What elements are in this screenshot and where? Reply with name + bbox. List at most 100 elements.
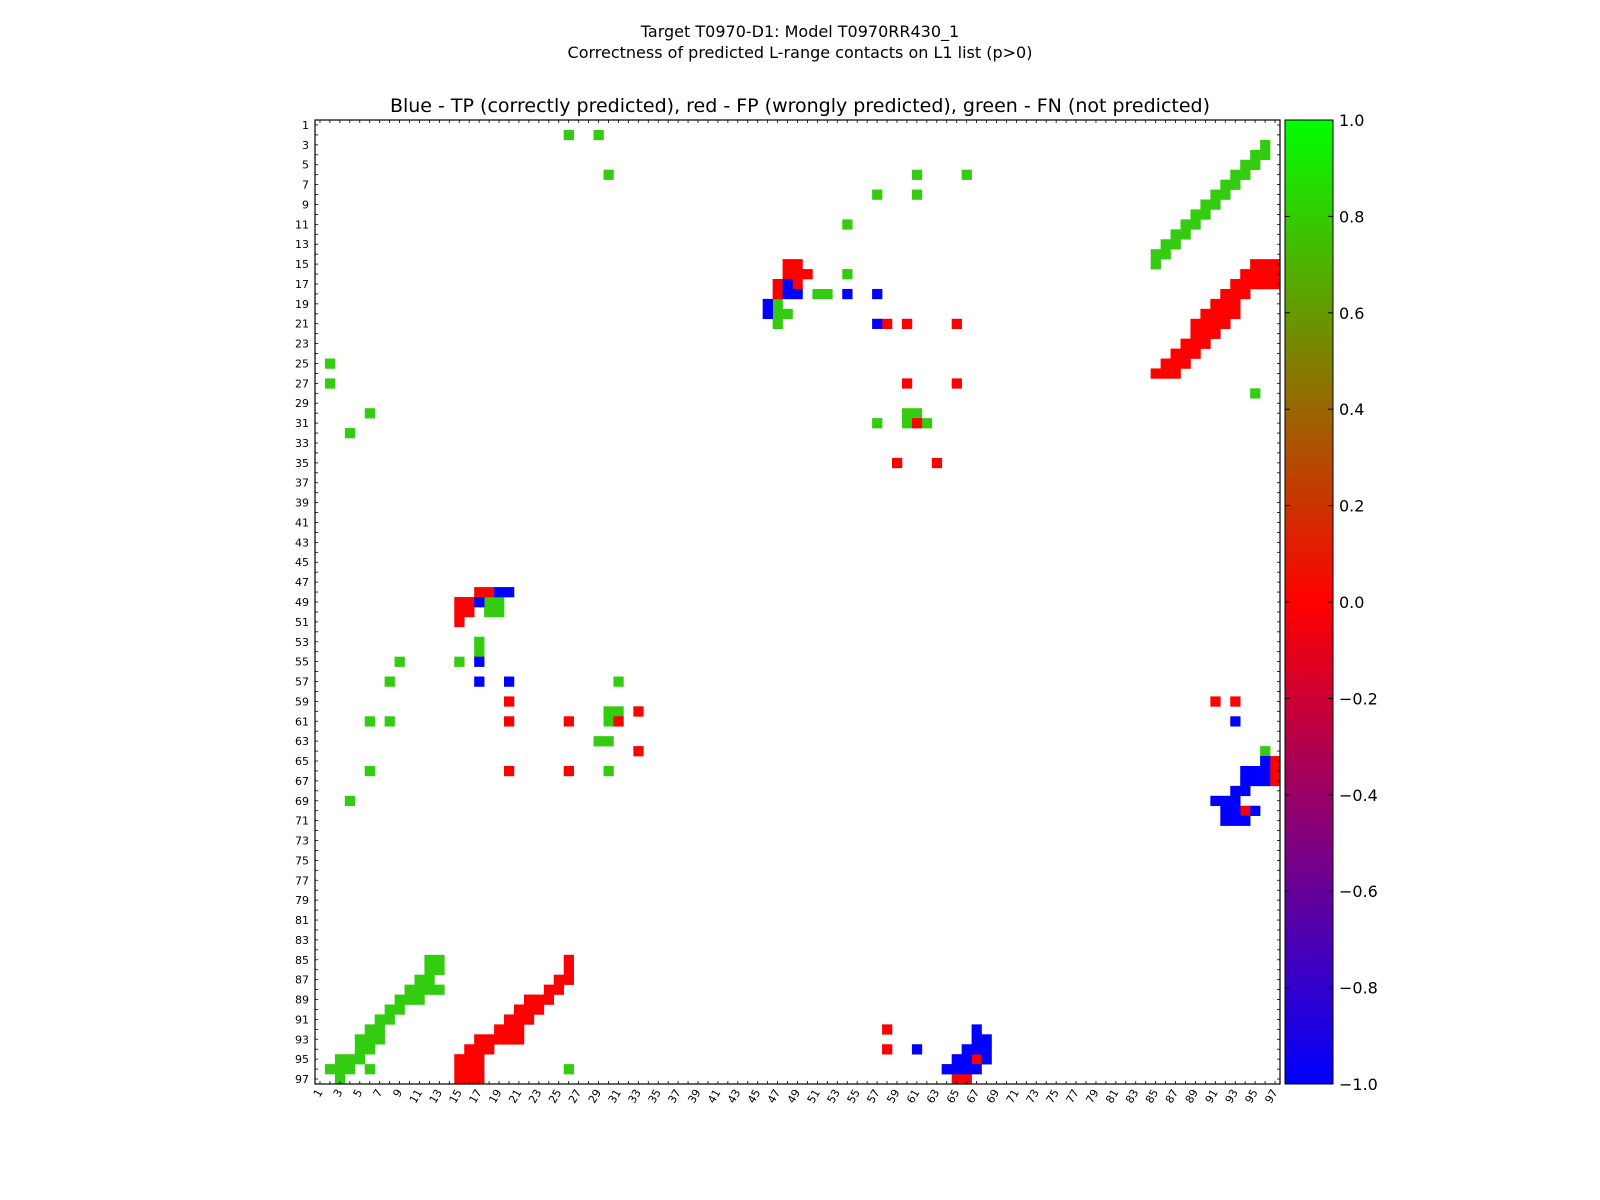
y-tick-label: 83 bbox=[295, 934, 309, 947]
fp-cell bbox=[1260, 279, 1271, 290]
y-tick-label: 7 bbox=[302, 179, 309, 192]
fp-cell bbox=[1220, 308, 1231, 320]
x-tick-label: 83 bbox=[1123, 1087, 1141, 1106]
y-tick-label: 93 bbox=[295, 1033, 309, 1046]
y-tick-label: 87 bbox=[295, 974, 309, 987]
tp-cell bbox=[842, 288, 853, 300]
fp-cell bbox=[1200, 328, 1211, 339]
x-tick-label: 49 bbox=[785, 1087, 803, 1106]
fn-cell bbox=[1260, 746, 1271, 757]
x-tick-label: 3 bbox=[331, 1087, 346, 1100]
fn-cell bbox=[474, 636, 485, 648]
fn-cell bbox=[1210, 199, 1221, 210]
fn-cell bbox=[434, 964, 445, 975]
fn-cell bbox=[434, 954, 445, 966]
fp-cell bbox=[464, 1044, 475, 1055]
fp-cell bbox=[553, 974, 565, 985]
fn-cell bbox=[772, 298, 783, 310]
tp-cell bbox=[1240, 765, 1251, 777]
x-tick-label: 5 bbox=[351, 1087, 366, 1100]
fn-cell bbox=[384, 716, 395, 727]
fp-cell bbox=[1220, 298, 1231, 310]
fp-cell bbox=[1180, 348, 1191, 359]
fn-cell bbox=[1220, 189, 1231, 200]
fn-cell bbox=[603, 706, 614, 717]
fn-cell bbox=[474, 646, 485, 657]
x-tick-label: 53 bbox=[825, 1087, 843, 1106]
x-tick-label: 73 bbox=[1024, 1087, 1042, 1106]
fn-cell bbox=[494, 606, 505, 618]
fn-cell bbox=[364, 1044, 375, 1055]
x-tick-label: 29 bbox=[586, 1087, 604, 1106]
fn-cell bbox=[961, 169, 972, 180]
tp-cell bbox=[1230, 716, 1241, 727]
colorbar-ticks: 1.0 0.8 0.6 0.4 0.2 0.0 −0.2 −0.4 −0.6 −0.8 −1.0 bbox=[1285, 111, 1378, 1094]
fn-cell bbox=[484, 606, 495, 618]
fn-cell bbox=[842, 219, 853, 230]
fn-cell bbox=[1250, 159, 1261, 170]
tp-cell bbox=[951, 1054, 962, 1065]
y-tick-label: 5 bbox=[302, 159, 309, 172]
y-tick-label: 73 bbox=[295, 835, 309, 848]
y-tick-label: 3 bbox=[302, 139, 309, 152]
y-tick-label: 59 bbox=[295, 695, 309, 708]
fn-cell bbox=[1260, 139, 1271, 151]
fp-cell bbox=[504, 765, 515, 777]
plot-title: Blue - TP (correctly predicted), red - F… bbox=[389, 95, 1211, 117]
x-tick-label: 97 bbox=[1262, 1087, 1280, 1106]
fp-cell bbox=[1200, 318, 1211, 329]
y-tick-label: 65 bbox=[295, 755, 309, 768]
fn-cell bbox=[384, 1004, 395, 1015]
y-tick-label: 29 bbox=[295, 397, 309, 410]
tp-cell bbox=[782, 288, 793, 300]
y-tick-label: 53 bbox=[295, 636, 309, 649]
fp-cell bbox=[1200, 338, 1211, 349]
fp-cell bbox=[533, 1004, 545, 1015]
fp-cell bbox=[1250, 259, 1261, 270]
fn-cell bbox=[1180, 229, 1191, 240]
fp-cell bbox=[513, 1034, 525, 1045]
fp-cell bbox=[513, 1014, 525, 1025]
x-tick-label: 1 bbox=[311, 1087, 326, 1100]
fn-cell bbox=[812, 288, 823, 300]
fn-cell bbox=[374, 1014, 385, 1025]
tp-cell bbox=[762, 298, 773, 310]
fp-cell bbox=[454, 616, 465, 628]
fn-cell bbox=[921, 418, 933, 429]
fn-cell bbox=[1160, 249, 1171, 260]
fp-cell bbox=[454, 1074, 465, 1085]
fp-cell bbox=[1260, 259, 1271, 270]
fp-cell bbox=[1270, 279, 1281, 290]
fn-cell bbox=[324, 378, 336, 389]
tp-cell bbox=[1240, 785, 1251, 797]
fn-cell bbox=[394, 1004, 405, 1015]
colorbar-tick-label: −0.6 bbox=[1339, 882, 1378, 901]
fp-cell bbox=[474, 1034, 485, 1045]
y-tick-label: 1 bbox=[302, 119, 309, 132]
fn-cell bbox=[324, 1064, 336, 1075]
fn-cell bbox=[484, 597, 495, 608]
colorbar-tick-label: −1.0 bbox=[1339, 1075, 1378, 1094]
fp-cell bbox=[533, 994, 545, 1005]
fn-cell bbox=[384, 676, 395, 687]
x-tick-label: 23 bbox=[526, 1087, 544, 1106]
fp-cell bbox=[1190, 318, 1201, 329]
tp-cell bbox=[474, 656, 485, 667]
x-tick-label: 75 bbox=[1044, 1087, 1062, 1106]
fp-cell bbox=[1220, 288, 1231, 300]
x-tick-label: 67 bbox=[964, 1087, 982, 1106]
y-tick-label: 9 bbox=[302, 199, 309, 212]
fn-cell bbox=[603, 716, 614, 727]
figure-subtitle: Correctness of predicted L-range contact… bbox=[567, 43, 1033, 62]
x-tick-label: 51 bbox=[805, 1087, 823, 1106]
tp-cell bbox=[971, 1044, 982, 1055]
fp-cell bbox=[523, 1004, 535, 1015]
fp-cell bbox=[961, 1074, 972, 1085]
fp-cell bbox=[454, 606, 465, 618]
x-tick-label: 43 bbox=[725, 1087, 743, 1106]
tp-cell bbox=[1260, 756, 1271, 767]
fp-cell bbox=[882, 318, 893, 329]
tp-cell bbox=[911, 1044, 923, 1055]
y-tick-label: 23 bbox=[295, 338, 309, 351]
fp-cell bbox=[1190, 338, 1201, 349]
